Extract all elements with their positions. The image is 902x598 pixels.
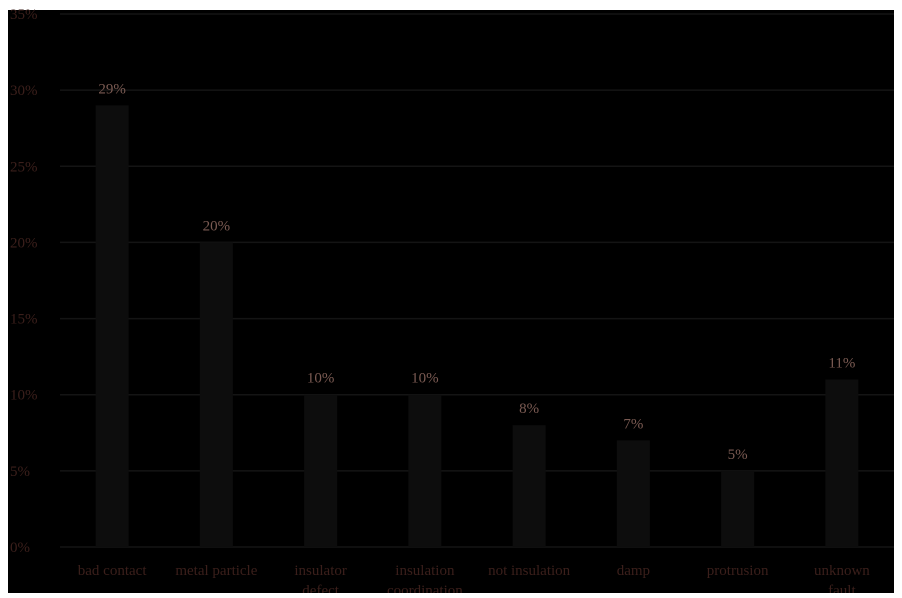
x-tick-label: defect [302, 583, 339, 593]
y-tick-label: 25% [10, 159, 38, 175]
bar-value-label: 8% [519, 401, 539, 417]
y-tick-label: 5% [10, 464, 30, 480]
bar [408, 394, 442, 547]
x-tick-label: damp [617, 563, 650, 579]
x-tick-label: bad contact [78, 563, 148, 579]
y-tick-label: 10% [10, 388, 38, 404]
x-tick-label: fault [828, 583, 856, 593]
gridlines [60, 13, 894, 548]
bar-value-label: 5% [728, 447, 748, 463]
bar [95, 105, 129, 547]
x-tick-label: protrusion [707, 563, 769, 579]
x-tick-label: coordination [387, 583, 463, 593]
x-tick-label: not insulation [488, 563, 571, 579]
bar [825, 379, 859, 547]
x-tick-label: metal particle [175, 563, 257, 579]
bar [199, 242, 233, 547]
bar-value-label: 11% [828, 355, 855, 371]
x-tick-label: insulator [294, 563, 347, 579]
y-tick-label: 35% [10, 7, 38, 23]
bar [512, 425, 546, 547]
x-tick-label: unknown [814, 563, 870, 579]
y-tick-label: 15% [10, 312, 38, 328]
bar-value-label: 7% [623, 416, 643, 432]
bar-value-label: 10% [411, 371, 439, 387]
bar-value-label: 10% [307, 371, 335, 387]
x-tick-label: insulation [395, 563, 455, 579]
bar-value-label: 29% [98, 81, 126, 97]
y-tick-label: 0% [10, 540, 30, 556]
y-tick-label: 20% [10, 235, 38, 251]
bars [95, 105, 859, 547]
value-labels: 29% 20% 10% 10% 8% 7% 5% 11% [98, 81, 855, 462]
bar [616, 440, 650, 547]
bar [721, 470, 755, 547]
y-axis-tick-labels: 0% 5% 10% 15% 20% 25% 30% 35% [10, 7, 38, 556]
y-tick-label: 30% [10, 83, 38, 99]
bar [304, 394, 338, 547]
plot-background [8, 10, 894, 593]
bar-value-label: 20% [203, 218, 231, 234]
